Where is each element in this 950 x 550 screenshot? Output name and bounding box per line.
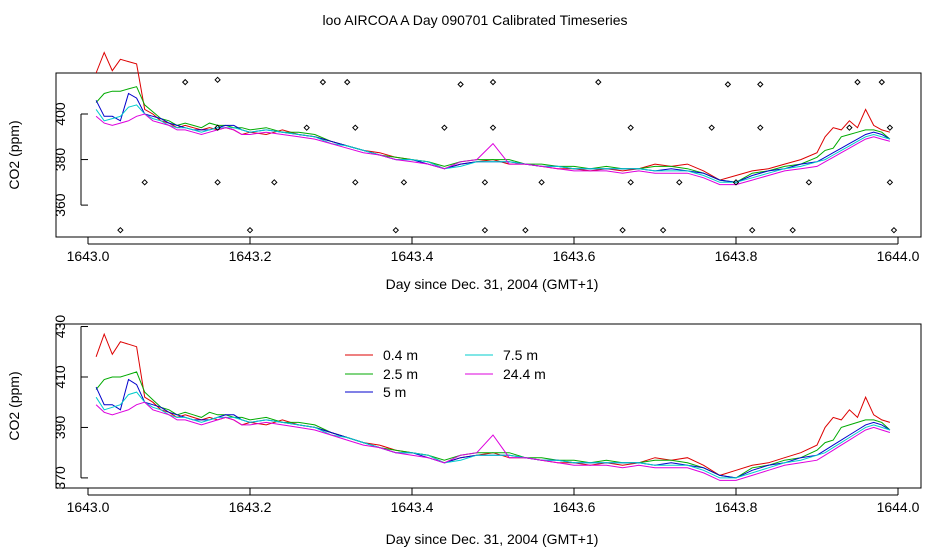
- chart-title: loo AIRCOA A Day 090701 Calibrated Times…: [322, 12, 627, 28]
- series-line-0-4-m: [95, 51, 891, 181]
- x-tick-label: 1643.2: [229, 248, 272, 264]
- sample-marker: [708, 124, 715, 131]
- sample-marker: [271, 179, 278, 186]
- series-line-0-4-m: [95, 332, 891, 476]
- sample-marker: [805, 179, 813, 186]
- series-line-2-5-m: [95, 86, 891, 183]
- series-line-5-m: [95, 92, 891, 183]
- x-tick-label: 1644.0: [877, 248, 920, 264]
- plot-frame: [55, 72, 922, 238]
- sample-marker: [854, 78, 861, 86]
- sample-marker: [886, 179, 894, 186]
- y-tick-label: 400: [52, 102, 68, 126]
- series-line-7-5-m: [95, 391, 891, 479]
- sample-marker: [846, 124, 853, 131]
- sample-marker: [538, 179, 545, 186]
- x-tick-label: 1643.8: [715, 248, 758, 264]
- sample-marker: [619, 226, 626, 234]
- y-tick-label: 370: [52, 466, 68, 490]
- sample-marker: [522, 226, 529, 234]
- top-panel: 1643.0 1643.2 1643.4 1643.6 1643.8 1644.0 360…: [6, 51, 922, 292]
- sample-marker: [890, 226, 898, 234]
- series-lines: [95, 332, 891, 481]
- sample-marker: [627, 124, 634, 131]
- series-line-2-5-m: [95, 371, 891, 479]
- series-lines: [95, 51, 891, 186]
- sample-marker: [489, 124, 497, 131]
- x-tick-label: 1643.0: [67, 499, 110, 515]
- y-tick-label: 430: [52, 315, 68, 339]
- x-axis-label: Day since Dec. 31, 2004 (GMT+1): [386, 531, 599, 547]
- sample-marker: [724, 81, 732, 88]
- bottom-panel: 1643.0 1643.2 1643.4 1643.6 1643.8 1644.0 370…: [6, 315, 922, 547]
- sample-marker: [441, 124, 448, 131]
- sample-marker: [489, 78, 497, 86]
- sample-marker: [886, 124, 894, 131]
- sample-marker: [400, 179, 408, 186]
- x-tick-label: 1644.0: [877, 499, 920, 515]
- sample-marker: [352, 179, 359, 186]
- legend: 0.4 m 2.5 m 5 m 7.5 m 24.4 m: [345, 347, 546, 400]
- x-tick-label: 1643.4: [391, 248, 434, 264]
- legend-label: 24.4 m: [503, 366, 546, 382]
- sample-marker: [392, 226, 400, 234]
- sample-marker: [757, 81, 764, 88]
- sample-marker: [457, 81, 464, 88]
- sample-marker: [789, 226, 796, 234]
- legend-label: 2.5 m: [383, 366, 418, 382]
- x-tick-label: 1643.0: [67, 248, 110, 264]
- y-tick-label: 380: [52, 148, 68, 172]
- sample-marker: [214, 124, 221, 131]
- sample-marker: [181, 78, 189, 86]
- y-axis-ticks: 370 390 410 430: [52, 315, 88, 490]
- x-tick-label: 1643.6: [553, 499, 596, 515]
- legend-label: 0.4 m: [383, 347, 418, 363]
- x-axis-ticks: 1643.0 1643.2 1643.4 1643.6 1643.8 1644.0: [67, 488, 920, 515]
- series-line-5-m: [95, 378, 891, 479]
- x-tick-label: 1643.6: [553, 248, 596, 264]
- sample-marker: [319, 78, 327, 86]
- y-axis-label: CO2 (ppm): [6, 371, 22, 440]
- sample-marker: [352, 124, 359, 131]
- sample-markers: [117, 76, 898, 234]
- sample-marker: [481, 226, 489, 234]
- y-tick-label: 360: [52, 193, 68, 217]
- x-tick-label: 1643.2: [229, 499, 272, 515]
- series-line-24-4-m: [95, 401, 891, 481]
- y-axis-ticks: 360 380 400: [52, 102, 88, 217]
- sample-marker: [676, 179, 683, 186]
- series-line-24-4-m: [95, 113, 891, 186]
- sample-marker: [141, 179, 148, 186]
- x-tick-label: 1643.8: [715, 499, 758, 515]
- y-tick-label: 410: [52, 365, 68, 389]
- series-line-7-5-m: [95, 104, 891, 183]
- plot-frame: [55, 323, 922, 489]
- sample-marker: [595, 78, 602, 86]
- y-axis-label: CO2 (ppm): [6, 120, 22, 189]
- sample-marker: [214, 76, 221, 84]
- x-axis-label: Day since Dec. 31, 2004 (GMT+1): [386, 276, 599, 292]
- sample-marker: [748, 226, 756, 234]
- sample-marker: [481, 179, 489, 186]
- sample-marker: [214, 179, 221, 186]
- legend-label: 5 m: [383, 384, 406, 400]
- sample-marker: [117, 226, 124, 234]
- sample-marker: [757, 124, 764, 131]
- sample-marker: [627, 179, 634, 186]
- sample-marker: [659, 226, 667, 234]
- sample-marker: [732, 179, 740, 186]
- x-tick-label: 1643.4: [391, 499, 434, 515]
- legend-label: 7.5 m: [503, 347, 538, 363]
- sample-marker: [878, 78, 886, 86]
- sample-marker: [246, 226, 254, 234]
- sample-marker: [303, 124, 310, 131]
- sample-marker: [343, 78, 351, 86]
- y-tick-label: 390: [52, 416, 68, 440]
- x-axis-ticks: 1643.0 1643.2 1643.4 1643.6 1643.8 1644.0: [67, 237, 920, 264]
